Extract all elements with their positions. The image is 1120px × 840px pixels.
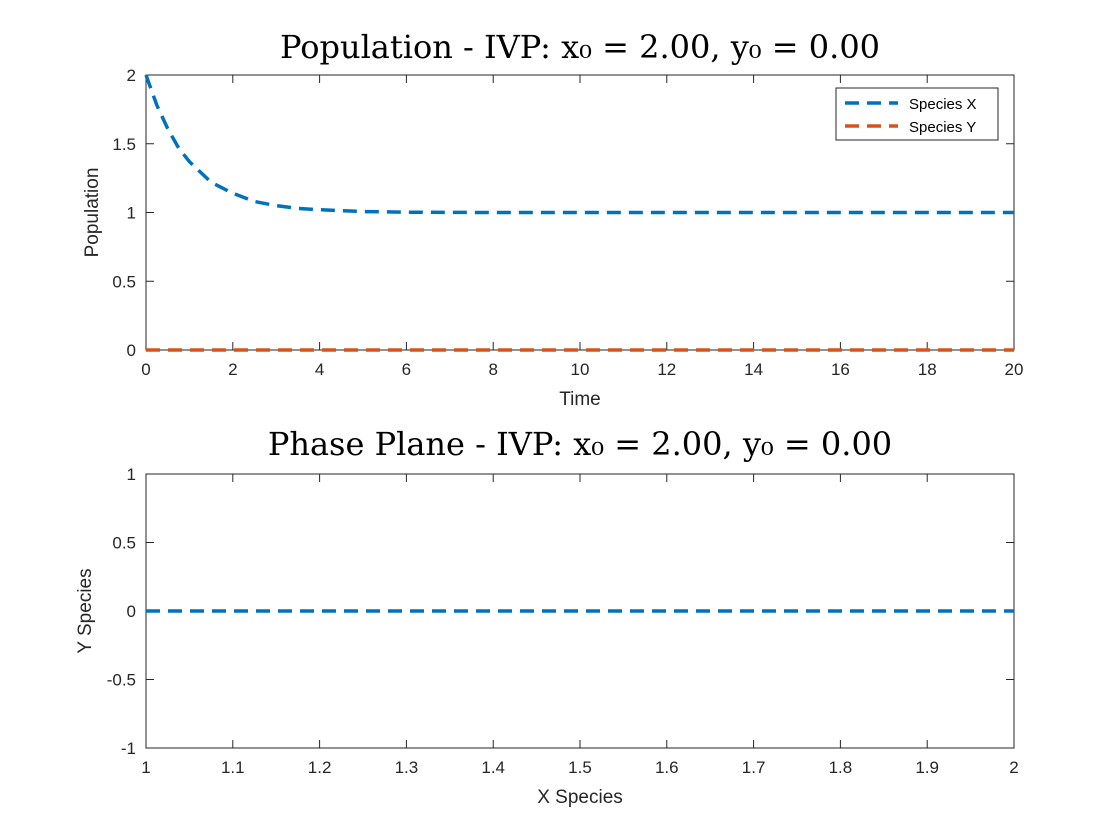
phase-plane-x-tick-label: 1.8 bbox=[829, 758, 853, 777]
population-x-tick-label: 2 bbox=[228, 360, 237, 379]
legend-label-species-y: Species Y bbox=[909, 119, 976, 136]
population-x-axis-label: Time bbox=[559, 389, 601, 410]
phase-plane-x-tick-label: 1.1 bbox=[221, 758, 245, 777]
phase-plane-x-tick-label: 1.5 bbox=[568, 758, 592, 777]
phase-plane-y-tick-label: -1 bbox=[121, 739, 136, 758]
population-legend: Species X Species Y bbox=[835, 87, 999, 141]
population-y-tick-label: 2 bbox=[127, 66, 136, 85]
population-series-line-species-x bbox=[144, 74, 1014, 215]
population-x-tick-label: 14 bbox=[744, 360, 763, 379]
population-x-tick-label: 18 bbox=[918, 360, 937, 379]
population-y-tick-label: 0.5 bbox=[112, 272, 136, 291]
phase-plane-y-tick-label: 0 bbox=[127, 602, 136, 621]
phase-plane-y-tick-label: 1 bbox=[127, 465, 136, 484]
population-y-tick-label: 1.5 bbox=[112, 135, 136, 154]
legend-label-species-x: Species X bbox=[909, 96, 977, 113]
population-y-tick-label: 0 bbox=[127, 341, 136, 360]
population-x-tick-label: 10 bbox=[571, 360, 590, 379]
population-x-tick-label: 12 bbox=[657, 360, 676, 379]
population-y-axis-label: Population bbox=[82, 168, 103, 258]
population-x-tick-label: 20 bbox=[1005, 360, 1024, 379]
population-x-tick-label: 0 bbox=[141, 360, 150, 379]
population-x-tick-label: 8 bbox=[488, 360, 497, 379]
phase-plane-y-tick-label: -0.5 bbox=[107, 671, 136, 690]
phase-plane-y-tick-label: 0.5 bbox=[112, 534, 136, 553]
phase-plane-x-tick-label: 1.3 bbox=[395, 758, 419, 777]
phase-plane-chart-title: Phase Plane - IVP: x₀ = 2.00, y₀ = 0.00 bbox=[268, 425, 892, 463]
phase-plane-x-tick-label: 1 bbox=[141, 758, 150, 777]
population-y-tick-label: 1 bbox=[127, 204, 136, 223]
phase-plane-y-axis-label: Y Species bbox=[75, 568, 96, 653]
population-plot-content: 0 2 4 6 8 10 12 14 16 18 20 0 0.5 1 1.5 2 bbox=[112, 66, 1023, 379]
phase-plane-x-tick-label: 1.4 bbox=[481, 758, 505, 777]
phase-plane-x-tick-label: 2 bbox=[1009, 758, 1018, 777]
population-chart: Population - IVP: x₀ = 2.00, y₀ = 0.00 0… bbox=[82, 28, 1023, 410]
phase-plane-plot-content: 1 1.1 1.2 1.3 1.4 1.5 1.6 1.7 1.8 1.9 2 -1 -0.5 0 0.5 1 bbox=[107, 465, 1019, 777]
phase-plane-x-tick-label: 1.6 bbox=[655, 758, 679, 777]
phase-plane-x-axis-label: X Species bbox=[537, 787, 623, 808]
phase-plane-chart: Phase Plane - IVP: x₀ = 2.00, y₀ = 0.00 … bbox=[75, 425, 1019, 808]
phase-plane-x-tick-label: 1.7 bbox=[742, 758, 766, 777]
population-x-tick-label: 16 bbox=[831, 360, 850, 379]
phase-plane-x-tick-label: 1.9 bbox=[915, 758, 939, 777]
population-x-tick-label: 4 bbox=[315, 360, 324, 379]
legend-box bbox=[835, 87, 999, 141]
population-x-tick-label: 6 bbox=[402, 360, 411, 379]
phase-plane-x-tick-label: 1.2 bbox=[308, 758, 332, 777]
population-chart-title: Population - IVP: x₀ = 2.00, y₀ = 0.00 bbox=[280, 28, 880, 66]
